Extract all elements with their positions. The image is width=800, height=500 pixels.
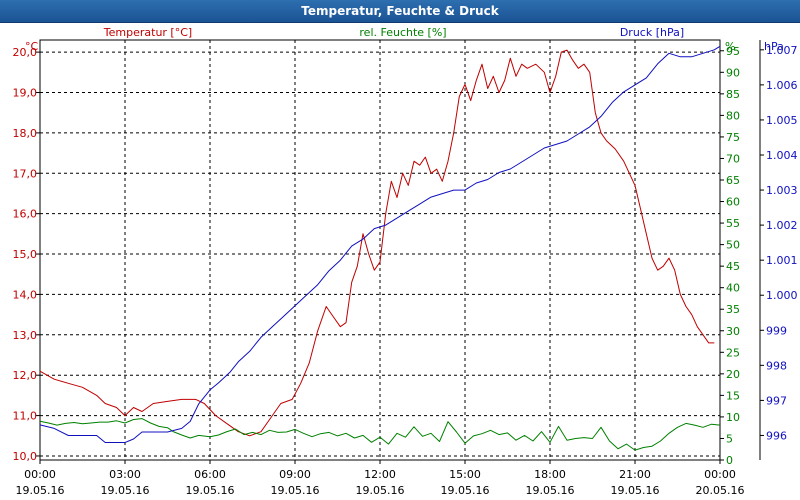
temperature-unit-label: °C <box>25 40 39 53</box>
x-tick-time: 09:00 <box>279 468 311 481</box>
x-tick-date: 19.05.16 <box>611 484 660 497</box>
humidity-tick-label: 50 <box>726 239 740 252</box>
humidity-tick-label: 5 <box>726 432 733 445</box>
x-tick-date: 20.05.16 <box>696 484 745 497</box>
x-tick-date: 19.05.16 <box>101 484 150 497</box>
humidity-tick-label: 10 <box>726 411 740 424</box>
humidity-tick-label: 45 <box>726 260 740 273</box>
x-tick-date: 19.05.16 <box>441 484 490 497</box>
humidity-axis-title: rel. Feuchte [%] <box>359 26 446 39</box>
temperature-axis-title: Temperatur [°C] <box>103 26 192 39</box>
pressure-tick-label: 1.004 <box>766 149 798 162</box>
x-tick-date: 19.05.16 <box>16 484 65 497</box>
humidity-tick-label: 70 <box>726 152 740 165</box>
x-tick-time: 21:00 <box>619 468 651 481</box>
pressure-series-line <box>39 45 721 443</box>
humidity-tick-label: 75 <box>726 131 740 144</box>
pressure-tick-label: 1.002 <box>766 219 798 232</box>
pressure-tick-label: 999 <box>766 324 787 337</box>
tick-layer: 00:00 19.05.16 03:00 19.05.16 06:00 19.05.16 0… <box>13 44 798 497</box>
x-tick-time: 18:00 <box>534 468 566 481</box>
humidity-tick-label: 40 <box>726 282 740 295</box>
temp-tick-label: 17,0 <box>13 167 38 180</box>
humidity-unit-label: % <box>725 40 735 53</box>
temp-tick-label: 15,0 <box>13 248 38 261</box>
x-tick-date: 19.05.16 <box>271 484 320 497</box>
pressure-tick-label: 1.000 <box>766 289 798 302</box>
pressure-tick-label: 1.007 <box>766 44 798 57</box>
pressure-axis-title: Druck [hPa] <box>620 26 684 39</box>
pressure-tick-label: 1.005 <box>766 114 798 127</box>
pressure-tick-label: 1.003 <box>766 184 798 197</box>
temp-tick-label: 16,0 <box>13 208 38 221</box>
humidity-tick-label: 35 <box>726 303 740 316</box>
humidity-tick-label: 15 <box>726 389 740 402</box>
temp-tick-label: 14,0 <box>13 288 38 301</box>
title-bar <box>0 0 800 23</box>
humidity-tick-label: 30 <box>726 325 740 338</box>
temp-tick-label: 20,0 <box>13 46 38 59</box>
temp-tick-label: 18,0 <box>13 127 38 140</box>
humidity-tick-label: 95 <box>726 45 740 58</box>
humidity-tick-label: 80 <box>726 109 740 122</box>
temp-tick-label: 13,0 <box>13 329 38 342</box>
x-tick-time: 15:00 <box>449 468 481 481</box>
x-tick-date: 19.05.16 <box>186 484 235 497</box>
humidity-tick-label: 60 <box>726 196 740 209</box>
temp-tick-label: 11,0 <box>13 410 38 423</box>
pressure-tick-label: 996 <box>766 429 787 442</box>
temp-tick-label: 10,0 <box>13 450 38 463</box>
humidity-tick-label: 85 <box>726 88 740 101</box>
temperature-series-line <box>39 49 715 437</box>
x-tick-date: 19.05.16 <box>356 484 405 497</box>
pressure-tick-label: 997 <box>766 394 787 407</box>
temp-tick-label: 19,0 <box>13 87 38 100</box>
label-layer: °C% hPa Temperatur [°C] rel. Feuchte [%] Dru… <box>25 26 784 53</box>
chart-title: Temperatur, Feuchte & Druck <box>301 4 499 18</box>
x-tick-time: 12:00 <box>364 468 396 481</box>
series-layer <box>39 45 721 451</box>
pressure-tick-label: 998 <box>766 359 787 372</box>
humidity-tick-label: 55 <box>726 217 740 230</box>
pressure-unit-label: hPa <box>764 40 784 53</box>
humidity-tick-label: 20 <box>726 368 740 381</box>
humidity-tick-label: 65 <box>726 174 740 187</box>
x-tick-time: 00:00 <box>24 468 56 481</box>
humidity-series-line <box>39 418 721 451</box>
pressure-tick-label: 1.006 <box>766 79 798 92</box>
humidity-tick-label: 0 <box>726 454 733 467</box>
x-tick-time: 03:00 <box>109 468 141 481</box>
pressure-tick-label: 1.001 <box>766 254 798 267</box>
temp-tick-label: 12,0 <box>13 369 38 382</box>
humidity-tick-label: 25 <box>726 346 740 359</box>
humidity-tick-label: 90 <box>726 66 740 79</box>
x-tick-time: 00:00 <box>704 468 736 481</box>
x-tick-time: 06:00 <box>194 468 226 481</box>
x-tick-date: 19.05.16 <box>526 484 575 497</box>
